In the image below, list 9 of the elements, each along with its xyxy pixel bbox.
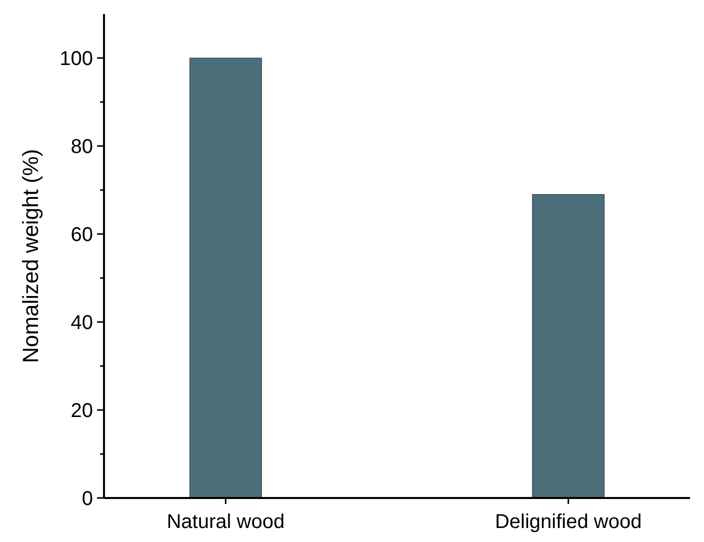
x-tick-label: Delignified wood <box>494 511 642 533</box>
y-tick-label: 40 <box>70 312 93 334</box>
x-tick-label: Natural wood <box>166 511 285 533</box>
y-tick-label: 60 <box>70 224 93 246</box>
y-tick-label: 80 <box>70 136 93 158</box>
y-tick-label: 100 <box>60 48 93 70</box>
y-tick-label: 20 <box>70 400 93 422</box>
y-axis-title: Nomalized weight (%) <box>18 149 43 363</box>
y-tick-label: 0 <box>82 488 93 510</box>
